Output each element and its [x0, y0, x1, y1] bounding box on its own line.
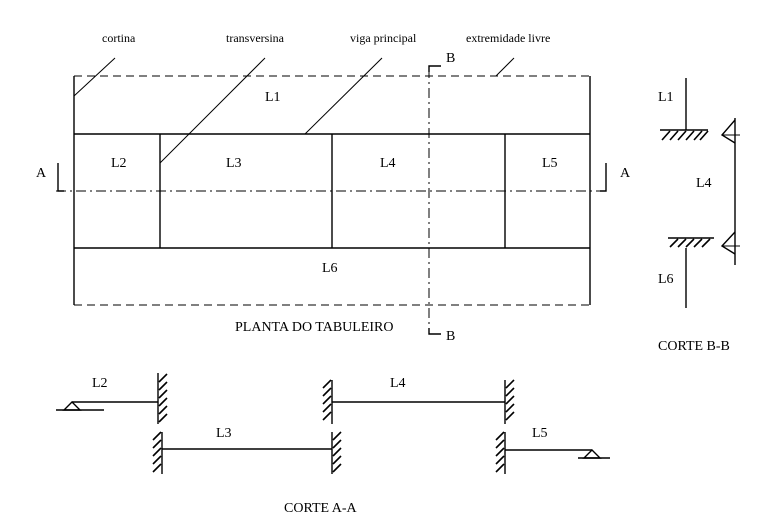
aa-l2-pin	[62, 401, 82, 411]
slab-label-l3: L3	[226, 156, 242, 171]
aa-label-l5: L5	[532, 426, 548, 441]
deck-plan: A A B B L1 L2 L3 L4 L5 L6 PLANTA DO TABU…	[36, 51, 631, 344]
cut-label-b-top: B	[446, 51, 455, 66]
aa-label-l3: L3	[216, 426, 232, 441]
bb-label-l1: L1	[658, 90, 674, 105]
callout-transversina: transversina	[226, 31, 285, 45]
cut-label-a-right: A	[620, 166, 631, 181]
leader-viga-principal	[304, 57, 383, 135]
callout-extremidade-livre: extremidade livre	[466, 31, 550, 45]
leader-transversina	[159, 57, 266, 164]
slab-label-l1: L1	[265, 90, 281, 105]
aa-label-l4: L4	[390, 376, 406, 391]
bb-l4-top-hinge	[720, 119, 736, 144]
cut-mark-b-top	[428, 65, 441, 72]
cut-mark-a-right	[600, 163, 607, 192]
section-aa: L2 L3 L4 L5 CORTE A-A	[56, 373, 610, 516]
leader-cortina	[73, 57, 116, 97]
cut-mark-a-left	[57, 163, 64, 192]
callout-cortina: cortina	[102, 31, 136, 45]
section-bb-title: CORTE B-B	[658, 339, 730, 354]
bb-l4-bottom-hinge	[720, 231, 736, 255]
cut-label-b-bottom: B	[446, 329, 455, 344]
bb-l6-hatch	[669, 238, 711, 248]
slab-label-l4: L4	[380, 156, 396, 171]
slab-label-l5: L5	[542, 156, 558, 171]
bb-l1-hatch	[661, 130, 709, 141]
callout-viga-principal: viga principal	[350, 31, 417, 45]
section-aa-title: CORTE A-A	[284, 501, 358, 516]
slab-label-l2: L2	[111, 156, 127, 171]
plan-title: PLANTA DO TABULEIRO	[235, 320, 394, 335]
slab-label-l6: L6	[322, 261, 338, 276]
cut-mark-b-bottom	[428, 328, 441, 335]
aa-l5-pin	[582, 449, 602, 459]
bb-label-l4: L4	[696, 176, 712, 191]
bb-label-l6: L6	[658, 272, 674, 287]
section-bb: L1 L4 L6 CORTE B-B	[658, 78, 740, 354]
leader-extremidade-livre	[495, 57, 515, 77]
aa-label-l2: L2	[92, 376, 108, 391]
cut-label-a-left: A	[36, 166, 47, 181]
